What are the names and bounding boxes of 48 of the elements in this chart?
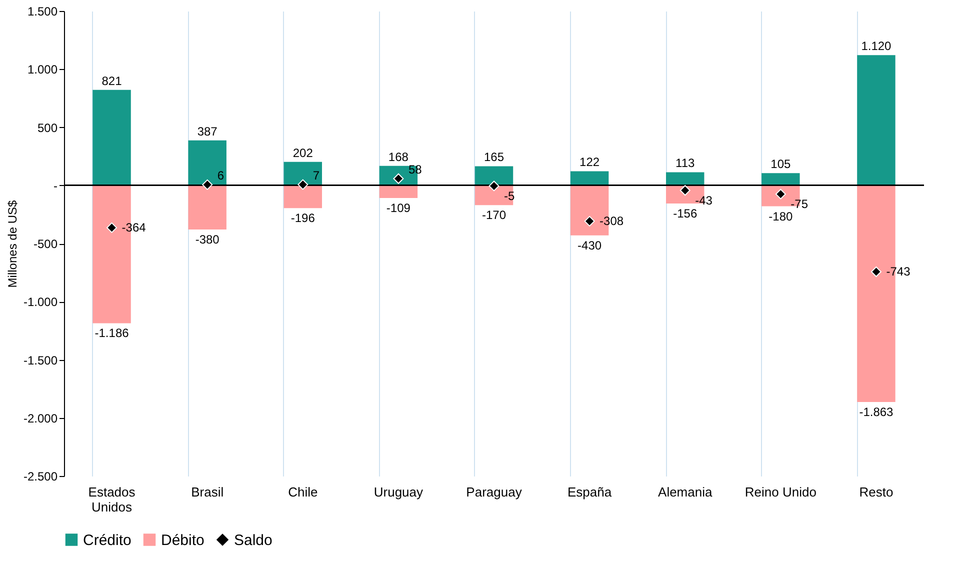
legend-label: Crédito — [83, 532, 132, 549]
data-label: 387 — [197, 124, 218, 138]
x-tick-label: Brasil — [191, 484, 224, 500]
x-tick-label: España — [568, 484, 612, 500]
data-label: -743 — [886, 264, 911, 279]
y-tick-label: - — [54, 178, 58, 193]
data-label: -43 — [695, 193, 713, 208]
data-label: 165 — [484, 150, 504, 164]
y-tick-label: -500 — [33, 237, 58, 251]
x-tick-label: Paraguay — [466, 484, 522, 500]
legend-label: Saldo — [234, 532, 272, 549]
y-tick-label: 500 — [37, 120, 58, 135]
data-label: -364 — [122, 220, 146, 235]
x-tick-label: Chile — [288, 484, 318, 500]
data-label: 202 — [292, 146, 314, 160]
data-label: -180 — [768, 209, 793, 224]
data-label: 821 — [102, 74, 122, 88]
data-label: 105 — [770, 157, 791, 172]
data-label: -5 — [504, 188, 515, 203]
y-tick-label: -1.000 — [23, 295, 58, 310]
y-axis-title: Millones de US$ — [5, 200, 20, 288]
x-tick-label: Reino Unido — [744, 484, 816, 500]
y-tick-label: -1.500 — [23, 353, 58, 368]
data-label: 7 — [312, 168, 320, 183]
data-label: -196 — [290, 211, 316, 226]
data-label: -75 — [790, 197, 808, 212]
data-label: -308 — [600, 214, 624, 228]
data-label: -1.863 — [859, 404, 894, 419]
data-label: 1.120 — [861, 39, 892, 54]
y-tick-label: -2.500 — [23, 470, 58, 484]
x-tick-label: Resto — [859, 484, 894, 500]
x-tick-label: Uruguay — [374, 484, 424, 500]
y-tick-label: 1.500 — [27, 4, 58, 18]
data-label: -430 — [578, 238, 602, 252]
y-tick-label: 1.000 — [27, 62, 58, 77]
data-label: 122 — [580, 155, 600, 170]
data-label: -170 — [482, 208, 506, 222]
legend-label: Débito — [161, 532, 204, 549]
data-label: 168 — [388, 150, 409, 164]
y-tick-label: -2.000 — [23, 411, 58, 426]
data-label: -109 — [386, 201, 411, 216]
data-label: 6 — [217, 168, 224, 183]
data-label: 113 — [676, 156, 695, 170]
data-label: -380 — [195, 232, 220, 247]
x-tick-label: Alemania — [658, 484, 713, 500]
x-tick-label: Estados Unidos — [88, 484, 136, 514]
data-label: -1.186 — [94, 326, 130, 340]
data-label: -156 — [673, 206, 698, 221]
